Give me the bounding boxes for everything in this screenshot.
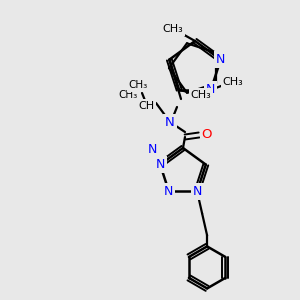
- Text: N: N: [206, 83, 216, 96]
- Text: N: N: [164, 185, 174, 198]
- Text: N: N: [155, 158, 165, 171]
- Text: CH₃: CH₃: [163, 24, 183, 34]
- Text: O: O: [202, 128, 212, 142]
- Text: CH₃: CH₃: [118, 90, 138, 100]
- Text: CH₃: CH₃: [128, 80, 148, 90]
- Text: N: N: [148, 143, 157, 156]
- Text: CH: CH: [138, 101, 154, 111]
- Text: N: N: [192, 185, 202, 198]
- Text: N: N: [165, 116, 175, 128]
- Text: N: N: [216, 53, 225, 66]
- Text: CH₃: CH₃: [223, 77, 243, 87]
- Text: CH₃: CH₃: [191, 90, 212, 100]
